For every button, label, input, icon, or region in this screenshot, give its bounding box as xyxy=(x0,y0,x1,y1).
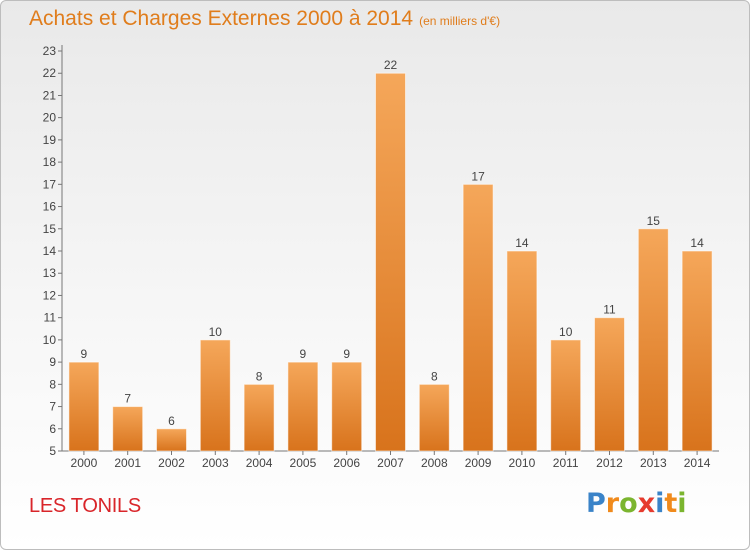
data-label: 9 xyxy=(343,347,350,361)
data-label: 17 xyxy=(471,169,485,183)
x-tick-label: 2011 xyxy=(553,456,579,470)
data-label: 15 xyxy=(647,214,661,228)
y-tick-label: 8 xyxy=(49,377,56,391)
data-label: 22 xyxy=(384,58,398,72)
bar xyxy=(287,362,318,451)
logo-letter: r xyxy=(605,488,620,519)
x-tick-label: 2012 xyxy=(596,456,623,470)
x-tick-label: 2000 xyxy=(71,456,98,470)
y-tick-label: 13 xyxy=(43,266,57,280)
bar xyxy=(112,406,143,451)
bar xyxy=(156,428,187,451)
y-tick-label: 12 xyxy=(43,288,57,302)
y-tick-label: 15 xyxy=(43,222,57,236)
bar xyxy=(200,339,231,451)
logo-letter: x xyxy=(637,488,656,519)
x-tick-label: 2010 xyxy=(509,456,536,470)
x-tick-label: 2008 xyxy=(421,456,448,470)
bar xyxy=(463,184,494,452)
y-tick-label: 18 xyxy=(43,155,57,169)
y-tick-label: 10 xyxy=(43,333,57,347)
y-tick-label: 17 xyxy=(43,177,57,191)
y-tick-label: 7 xyxy=(49,400,56,414)
bar xyxy=(331,362,362,451)
data-label: 8 xyxy=(256,369,263,383)
bar xyxy=(682,251,713,451)
x-tick-label: 2005 xyxy=(290,456,317,470)
y-tick-label: 22 xyxy=(43,66,57,80)
bar xyxy=(638,228,669,451)
data-label: 10 xyxy=(559,325,573,339)
data-label: 10 xyxy=(209,325,223,339)
x-tick-label: 2007 xyxy=(377,456,404,470)
chart-subtitle: (en milliers d'€) xyxy=(419,14,501,28)
logo-letter: o xyxy=(619,488,638,519)
bar xyxy=(550,339,581,451)
x-tick-label: 2004 xyxy=(246,456,273,470)
proxiti-logo: Proxiti xyxy=(586,488,687,519)
bar xyxy=(68,362,99,451)
data-label: 7 xyxy=(124,392,131,406)
bar xyxy=(594,317,625,451)
data-label: 6 xyxy=(168,414,175,428)
data-label: 9 xyxy=(81,347,88,361)
x-tick-label: 2002 xyxy=(158,456,185,470)
y-tick-label: 5 xyxy=(49,444,56,458)
data-label: 8 xyxy=(431,369,438,383)
x-tick-label: 2001 xyxy=(114,456,141,470)
x-tick-label: 2014 xyxy=(684,456,711,470)
y-tick-label: 19 xyxy=(43,133,57,147)
x-tick-label: 2009 xyxy=(465,456,492,470)
logo-letter: i xyxy=(655,488,665,519)
y-tick-label: 14 xyxy=(43,244,57,258)
x-tick-label: 2003 xyxy=(202,456,229,470)
logo-letter: P xyxy=(586,488,606,519)
logo-letter: i xyxy=(677,488,687,519)
y-tick-label: 16 xyxy=(43,200,57,214)
data-label: 14 xyxy=(515,236,529,250)
y-tick-label: 23 xyxy=(43,44,57,58)
chart-title-block: Achats et Charges Externes 2000 à 2014 (e… xyxy=(29,7,500,31)
bar xyxy=(419,384,450,451)
commune-name: LES TONILS xyxy=(29,495,141,517)
bar xyxy=(506,251,537,451)
y-tick-label: 6 xyxy=(49,422,56,436)
data-label: 9 xyxy=(300,347,307,361)
y-tick-label: 20 xyxy=(43,111,57,125)
x-tick-label: 2013 xyxy=(640,456,667,470)
chart-title: Achats et Charges Externes 2000 à 2014 xyxy=(29,7,414,30)
bar xyxy=(375,73,406,451)
data-label: 14 xyxy=(690,236,704,250)
y-tick-label: 11 xyxy=(44,311,57,325)
x-tick-label: 2006 xyxy=(333,456,360,470)
logo-letter: t xyxy=(664,488,678,519)
y-tick-label: 9 xyxy=(49,355,56,369)
bar xyxy=(244,384,275,451)
y-tick-label: 21 xyxy=(43,88,57,102)
data-label: 11 xyxy=(603,303,616,317)
